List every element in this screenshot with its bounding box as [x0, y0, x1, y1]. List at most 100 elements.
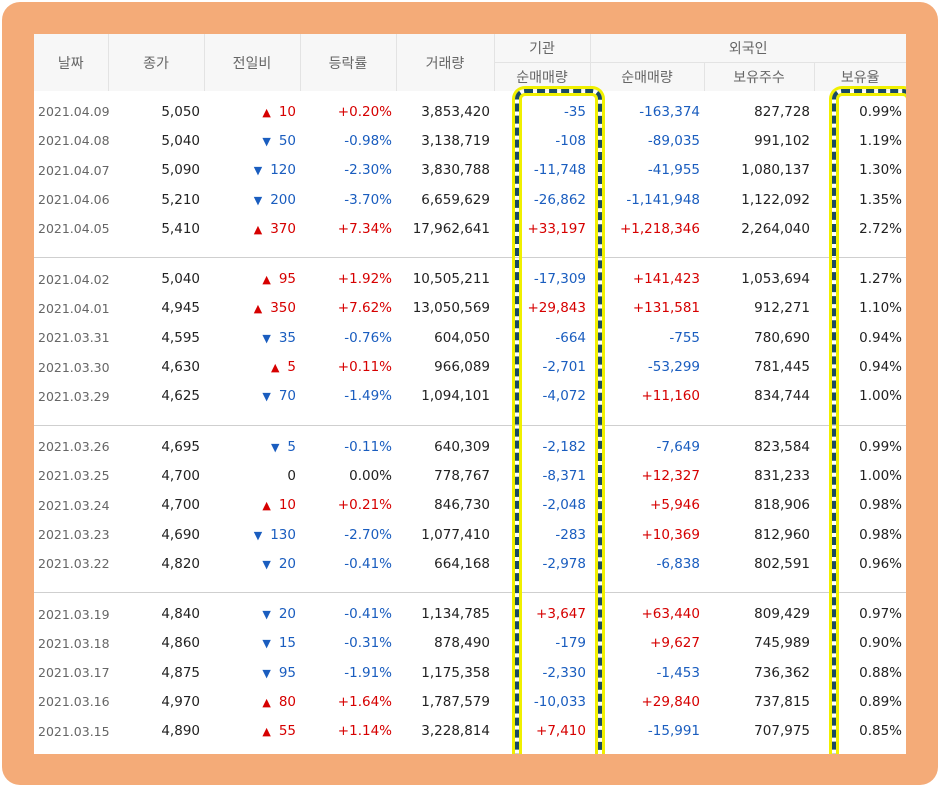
- table-row: 2021.03.25 4,700 0 0.00% 778,767 -8,371 +12,32…: [34, 461, 906, 490]
- change-value: 55: [278, 723, 296, 740]
- table-row: 2021.03.31 4,595 ▼ 35 -0.76% 604,050 -664 -755 7…: [34, 323, 906, 352]
- close-price-cell: 5,410: [161, 220, 200, 237]
- header-date: 날짜: [34, 34, 109, 91]
- institution-net-cell: -664: [555, 329, 586, 346]
- foreigner-net-cell: -1,141,948: [626, 191, 700, 208]
- close-price-cell: 4,945: [161, 300, 200, 317]
- foreigner-holdings-cell: 1,080,137: [741, 162, 810, 179]
- institution-net-cell: -17,309: [533, 271, 586, 288]
- change-cell: ▲ 350: [204, 294, 300, 323]
- change-rate-cell: 0.00%: [349, 467, 392, 484]
- close-price-cell: 5,210: [161, 191, 200, 208]
- foreigner-net-cell: +63,440: [641, 606, 700, 623]
- foreigner-net-cell: -15,991: [647, 723, 700, 740]
- change-value: 35: [278, 329, 296, 346]
- change-rate-cell: +1.92%: [337, 271, 392, 288]
- down-triangle-icon: ▼: [262, 331, 271, 345]
- date-cell: 2021.03.15: [38, 723, 110, 739]
- change-cell: ▲ 370: [204, 214, 300, 243]
- institution-net-cell: -2,182: [542, 438, 586, 455]
- down-triangle-icon: ▼: [253, 528, 263, 542]
- down-triangle-icon: ▼: [253, 164, 263, 178]
- foreigner-ratio-cell: 0.88%: [859, 664, 902, 681]
- table-row: 2021.04.07 5,090 ▼ 120 -2.30% 3,830,788 -11,74…: [34, 156, 906, 185]
- table-row: 2021.03.29 4,625 ▼ 70 -1.49% 1,094,101 -4,072 +…: [34, 382, 906, 411]
- foreigner-ratio-cell: 0.96%: [859, 555, 902, 572]
- foreigner-holdings-cell: 818,906: [754, 497, 810, 514]
- institution-net-cell: -11,748: [533, 162, 586, 179]
- change-value: 95: [278, 271, 296, 288]
- foreigner-ratio-cell: 0.99%: [859, 438, 902, 455]
- date-cell: 2021.04.08: [38, 133, 110, 149]
- change-cell: ▲ 10: [204, 97, 300, 126]
- header-foreigner-net: 순매매량: [590, 62, 705, 91]
- institution-net-cell: -4,072: [542, 388, 586, 405]
- close-price-cell: 5,040: [161, 132, 200, 149]
- change-cell: ▲ 10: [204, 491, 300, 520]
- foreigner-net-cell: +5,946: [650, 497, 700, 514]
- institution-net-cell: -10,033: [533, 693, 586, 710]
- close-price-cell: 4,970: [161, 693, 200, 710]
- change-value: 120: [270, 162, 296, 179]
- foreigner-net-cell: -53,299: [647, 359, 700, 376]
- change-value: 350: [270, 300, 296, 317]
- foreigner-holdings-cell: 737,815: [754, 693, 810, 710]
- change-value: 200: [270, 191, 296, 208]
- foreigner-ratio-cell: 0.98%: [859, 526, 902, 543]
- close-price-cell: 5,050: [161, 103, 200, 120]
- change-rate-cell: +0.11%: [337, 359, 392, 376]
- change-value: 5: [287, 359, 296, 376]
- foreigner-net-cell: +12,327: [641, 467, 700, 484]
- foreigner-ratio-cell: 2.72%: [859, 220, 902, 237]
- foreigner-holdings-cell: 831,233: [754, 467, 810, 484]
- volume-cell: 846,730: [434, 497, 490, 514]
- close-price-cell: 4,860: [161, 635, 200, 652]
- date-cell: 2021.04.06: [38, 192, 110, 208]
- change-rate-cell: -0.98%: [344, 132, 392, 149]
- change-value: 130: [270, 526, 296, 543]
- table-row: 2021.03.26 4,695 ▼ 5 -0.11% 640,309 -2,182 -7,6…: [34, 432, 906, 461]
- foreigner-holdings-cell: 707,975: [754, 723, 810, 740]
- close-price-cell: 4,840: [161, 606, 200, 623]
- change-cell: ▼ 20: [204, 599, 300, 628]
- foreigner-ratio-cell: 0.97%: [859, 606, 902, 623]
- close-price-cell: 4,695: [161, 438, 200, 455]
- institution-net-cell: -108: [555, 132, 586, 149]
- change-value: 20: [278, 606, 296, 623]
- table-body: 2021.04.09 5,050 ▲ 10 +0.20% 3,853,420 -35 -163…: [34, 91, 906, 746]
- institution-net-cell: -179: [555, 635, 586, 652]
- foreigner-net-cell: -755: [669, 329, 700, 346]
- foreigner-holdings-cell: 827,728: [754, 103, 810, 120]
- change-rate-cell: +0.21%: [337, 497, 392, 514]
- change-cell: ▼ 95: [204, 658, 300, 687]
- date-cell: 2021.03.17: [38, 665, 110, 681]
- down-triangle-icon: ▼: [253, 193, 263, 207]
- table-row: 2021.03.22 4,820 ▼ 20 -0.41% 664,168 -2,978 -6,…: [34, 549, 906, 578]
- table-row: 2021.03.16 4,970 ▲ 80 +1.64% 1,787,579 -10,033…: [34, 687, 906, 716]
- change-value: 15: [278, 635, 296, 652]
- table-row: 2021.04.01 4,945 ▲ 350 +7.62% 13,050,569 +29,8…: [34, 294, 906, 323]
- institution-net-cell: -8,371: [542, 467, 586, 484]
- change-cell: ▲ 5: [204, 352, 300, 381]
- change-cell: ▼ 200: [204, 185, 300, 214]
- foreigner-holdings-cell: 780,690: [754, 329, 810, 346]
- change-cell: ▼ 50: [204, 126, 300, 155]
- group-divider: [34, 578, 906, 594]
- table-row: 2021.03.30 4,630 ▲ 5 +0.11% 966,089 -2,701 -53,…: [34, 352, 906, 381]
- up-triangle-icon: ▲: [270, 361, 280, 375]
- institution-net-cell: -2,048: [542, 497, 586, 514]
- foreigner-ratio-cell: 1.30%: [859, 162, 902, 179]
- volume-cell: 1,175,358: [421, 664, 490, 681]
- foreigner-net-cell: -89,035: [647, 132, 700, 149]
- table-row: 2021.04.09 5,050 ▲ 10 +0.20% 3,853,420 -35 -163…: [34, 97, 906, 126]
- foreigner-net-cell: -41,955: [647, 162, 700, 179]
- change-cell: ▲ 95: [204, 264, 300, 293]
- change-cell: ▲ 80: [204, 687, 300, 716]
- change-rate-cell: -0.41%: [344, 606, 392, 623]
- close-price-cell: 4,690: [161, 526, 200, 543]
- foreigner-holdings-cell: 912,271: [754, 300, 810, 317]
- down-triangle-icon: ▼: [262, 637, 271, 651]
- date-cell: 2021.03.25: [38, 468, 110, 484]
- change-rate-cell: +0.20%: [337, 103, 392, 120]
- change-rate-cell: +1.14%: [337, 723, 392, 740]
